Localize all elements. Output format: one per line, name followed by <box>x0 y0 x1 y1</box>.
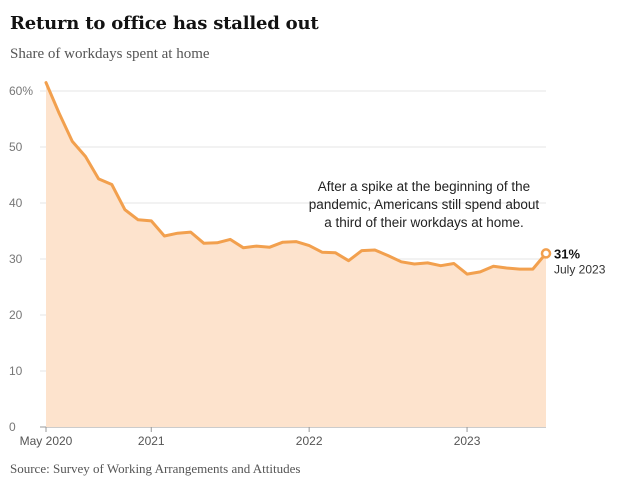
data-point <box>268 245 272 249</box>
data-point <box>452 261 456 265</box>
data-point <box>505 266 509 270</box>
annotation-line-3: a third of their workdays at home. <box>324 215 524 230</box>
data-point <box>281 240 285 244</box>
data-point <box>412 262 416 266</box>
data-point <box>373 248 377 252</box>
y-tick-label: 40 <box>9 196 23 210</box>
end-date-label: July 2023 <box>554 262 606 276</box>
data-point <box>162 234 166 238</box>
annotation-line-2: pandemic, Americans still spend about <box>309 197 540 212</box>
data-point <box>465 272 469 276</box>
data-point <box>255 244 259 248</box>
y-tick-label: 20 <box>9 308 23 322</box>
x-axis: May 2020 2021 2022 2023 <box>20 427 481 448</box>
data-point <box>110 183 114 187</box>
data-point <box>97 177 101 181</box>
data-point <box>228 237 232 241</box>
series-line <box>44 81 548 276</box>
data-point <box>176 231 180 235</box>
data-point <box>136 218 140 222</box>
data-point <box>531 267 535 271</box>
data-point <box>189 230 193 234</box>
data-point <box>83 155 87 159</box>
end-value-label: 31% <box>554 246 580 261</box>
data-point <box>347 259 351 263</box>
annotation-line-1: After a spike at the beginning of the <box>318 179 530 194</box>
x-tick-label: May 2020 <box>20 434 73 448</box>
data-point <box>57 111 61 115</box>
y-tick-label: 0 <box>9 420 16 434</box>
data-point <box>294 240 298 244</box>
end-marker <box>540 248 552 259</box>
data-point <box>399 260 403 264</box>
data-point <box>70 139 74 143</box>
data-point <box>123 208 127 212</box>
data-point <box>320 250 324 254</box>
area-fill <box>46 82 546 427</box>
data-point <box>386 254 390 258</box>
data-point <box>360 249 364 253</box>
y-tick-label: 50 <box>9 140 23 154</box>
data-point <box>426 261 430 265</box>
data-point <box>241 246 245 250</box>
x-tick-label: 2021 <box>138 434 165 448</box>
chart-subtitle: Share of workdays spent at home <box>10 46 210 62</box>
y-tick-label: 10 <box>9 364 23 378</box>
data-point <box>333 251 337 255</box>
data-point <box>307 244 311 248</box>
y-axis: 0 10 20 30 40 50 60% <box>9 84 33 434</box>
x-tick-label: 2023 <box>454 434 481 448</box>
x-tick-label: 2022 <box>296 434 323 448</box>
data-point <box>215 241 219 245</box>
data-point <box>439 264 443 268</box>
data-point <box>478 270 482 274</box>
data-point <box>518 267 522 271</box>
data-point <box>491 264 495 268</box>
chart-title: Return to office has stalled out <box>10 13 319 34</box>
y-tick-label: 30 <box>9 252 23 266</box>
data-point <box>149 219 153 223</box>
source-note: Source: Survey of Working Arrangements a… <box>10 461 301 476</box>
data-point <box>44 81 48 85</box>
y-tick-label: 60% <box>9 84 33 98</box>
data-point <box>202 241 206 245</box>
